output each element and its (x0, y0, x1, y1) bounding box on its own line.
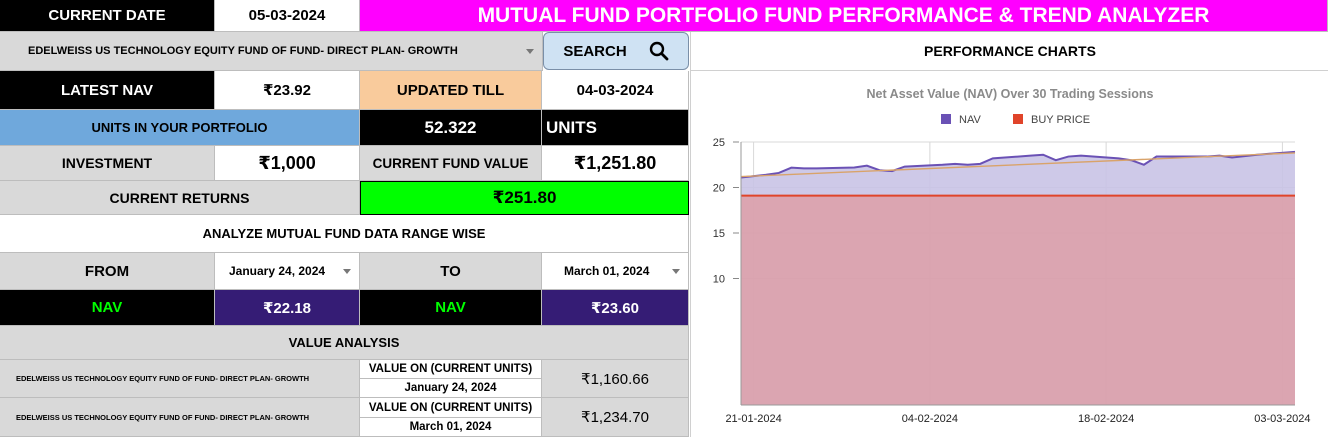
x-tick-label: 04-02-2024 (902, 413, 958, 425)
value-row-1-fund: EDELWEISS US TECHNOLOGY EQUITY FUND OF F… (0, 360, 360, 398)
nav-trendline (740, 152, 1296, 178)
updated-till-value: 04-03-2024 (542, 71, 689, 110)
fund-dropdown-value: EDELWEISS US TECHNOLOGY EQUITY FUND OF F… (28, 45, 458, 57)
chart-title: Net Asset Value (NAV) Over 30 Trading Se… (867, 87, 1154, 101)
investment-label: INVESTMENT (0, 146, 215, 181)
investment-value: ₹1,000 (215, 146, 360, 181)
latest-nav-label: LATEST NAV (0, 71, 215, 110)
to-nav-value: ₹23.60 (542, 290, 689, 326)
search-button-label: SEARCH (563, 42, 627, 60)
value-row-2-amount: ₹1,234.70 (542, 398, 689, 437)
chevron-down-icon (526, 49, 534, 54)
buy-price-area (741, 195, 1295, 405)
from-date-value: January 24, 2024 (229, 264, 326, 278)
legend-label-0: NAV (959, 114, 981, 126)
nav-line (740, 150, 1296, 179)
units-label: UNITS IN YOUR PORTFOLIO (0, 110, 360, 146)
value-row-1-label: VALUE ON (CURRENT UNITS) January 24, 202… (360, 360, 542, 398)
to-date-dropdown[interactable]: March 01, 2024 (542, 253, 689, 290)
from-date-dropdown[interactable]: January 24, 2024 (215, 253, 360, 290)
x-tick-label: 21-01-2024 (725, 413, 781, 425)
y-tick-label: 25 (713, 137, 725, 149)
current-fund-value-label: CURRENT FUND VALUE (360, 146, 542, 181)
y-tick-label: 20 (713, 183, 725, 195)
value-analysis-title: VALUE ANALYSIS (0, 326, 689, 360)
legend-swatch-1 (1013, 114, 1023, 124)
range-title: ANALYZE MUTUAL FUND DATA RANGE WISE (0, 215, 689, 253)
search-icon (649, 41, 669, 61)
current-date-label: CURRENT DATE (0, 0, 215, 32)
units-suffix: UNITS (542, 110, 689, 146)
current-returns-value: ₹251.80 (360, 181, 689, 215)
value-row-1-amount: ₹1,160.66 (542, 360, 689, 398)
nav-area (741, 151, 1295, 196)
search-button[interactable]: SEARCH (543, 32, 689, 70)
current-returns-label: CURRENT RETURNS (0, 181, 360, 215)
value-row-1-date: January 24, 2024 (404, 382, 497, 395)
x-tick-label: 03-03-2024 (1254, 413, 1310, 425)
updated-till-label: UPDATED TILL (360, 71, 542, 110)
legend-swatch-0 (941, 114, 951, 124)
from-label: FROM (0, 253, 215, 290)
y-tick-label: 10 (713, 274, 725, 286)
value-row-2-label: VALUE ON (CURRENT UNITS) March 01, 2024 (360, 398, 542, 437)
value-row-2-date: March 01, 2024 (409, 421, 492, 433)
from-nav-label: NAV (0, 290, 215, 326)
latest-nav-value: ₹23.92 (215, 71, 360, 110)
value-row-2-fund: EDELWEISS US TECHNOLOGY EQUITY FUND OF F… (0, 398, 360, 437)
legend-label-1: BUY PRICE (1031, 114, 1090, 126)
to-nav-label: NAV (360, 290, 542, 326)
app-title: MUTUAL FUND PORTFOLIO FUND PERFORMANCE &… (360, 0, 1328, 32)
current-date-value: 05-03-2024 (215, 0, 360, 32)
x-tick-label: 18-02-2024 (1078, 413, 1134, 425)
nav-chart: Net Asset Value (NAV) Over 30 Trading Se… (713, 87, 1311, 425)
units-value: 52.322 (360, 110, 542, 146)
chevron-down-icon (672, 269, 680, 274)
performance-charts-panel: PERFORMANCE CHARTS Net Asset Value (NAV)… (690, 32, 1328, 437)
y-tick-label: 15 (713, 228, 725, 240)
chevron-down-icon (343, 269, 351, 274)
to-label: TO (360, 253, 542, 290)
performance-charts-heading: PERFORMANCE CHARTS (691, 32, 1328, 71)
value-row-2-label-text: VALUE ON (CURRENT UNITS) (360, 398, 541, 418)
current-fund-value: ₹1,251.80 (542, 146, 689, 181)
fund-dropdown[interactable]: EDELWEISS US TECHNOLOGY EQUITY FUND OF F… (0, 32, 543, 71)
from-nav-value: ₹22.18 (215, 290, 360, 326)
to-date-value: March 01, 2024 (564, 264, 650, 278)
value-row-1-label-text: VALUE ON (CURRENT UNITS) (360, 360, 541, 380)
